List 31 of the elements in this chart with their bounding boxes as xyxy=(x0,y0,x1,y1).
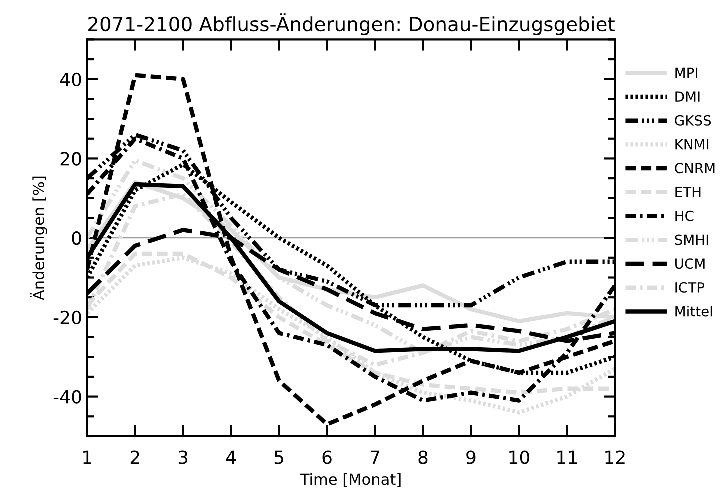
x-tick-label: 1 xyxy=(84,450,92,464)
legend-label: KNMI xyxy=(676,139,709,150)
x-tick-label: 5 xyxy=(274,450,284,464)
legend-label: CNRM xyxy=(675,163,715,174)
legend-label: ICTP xyxy=(676,282,705,293)
x-tick-label: 10 xyxy=(510,450,530,464)
x-tick-label: 3 xyxy=(178,450,188,464)
x-tick-label: 12 xyxy=(606,450,625,464)
legend-label: ETH xyxy=(676,187,701,198)
legend-label: MPI xyxy=(676,68,698,78)
legend-label: DMI xyxy=(676,92,700,102)
legend-label: UCM xyxy=(676,258,705,270)
y-tick-label: 0 xyxy=(72,232,82,246)
x-tick-label: 7 xyxy=(370,450,380,464)
legend-label: SMHI xyxy=(675,234,708,246)
y-tick-label: -20 xyxy=(54,310,82,325)
legend-label: HC xyxy=(676,210,694,222)
x-tick-label: 4 xyxy=(226,450,236,464)
chart-title: 2071-2100 Abfluss-Änderungen: Donau-Einzugsgebiet xyxy=(88,14,615,36)
legend-label: Mittel xyxy=(676,306,712,317)
legend-label: GKSS xyxy=(675,115,712,126)
x-tick-label: 11 xyxy=(558,450,577,464)
x-axis-title: Time [Monat] xyxy=(300,473,401,488)
y-axis-title: Änderungen [%] xyxy=(30,176,48,300)
y-tick-label: -40 xyxy=(54,390,82,404)
x-tick-label: 9 xyxy=(466,450,476,464)
x-tick-label: 6 xyxy=(322,450,332,464)
x-tick-label: 8 xyxy=(418,450,428,464)
x-tick-label: 2 xyxy=(130,450,140,464)
y-tick-label: 20 xyxy=(60,152,82,166)
y-tick-label: 40 xyxy=(60,72,82,86)
